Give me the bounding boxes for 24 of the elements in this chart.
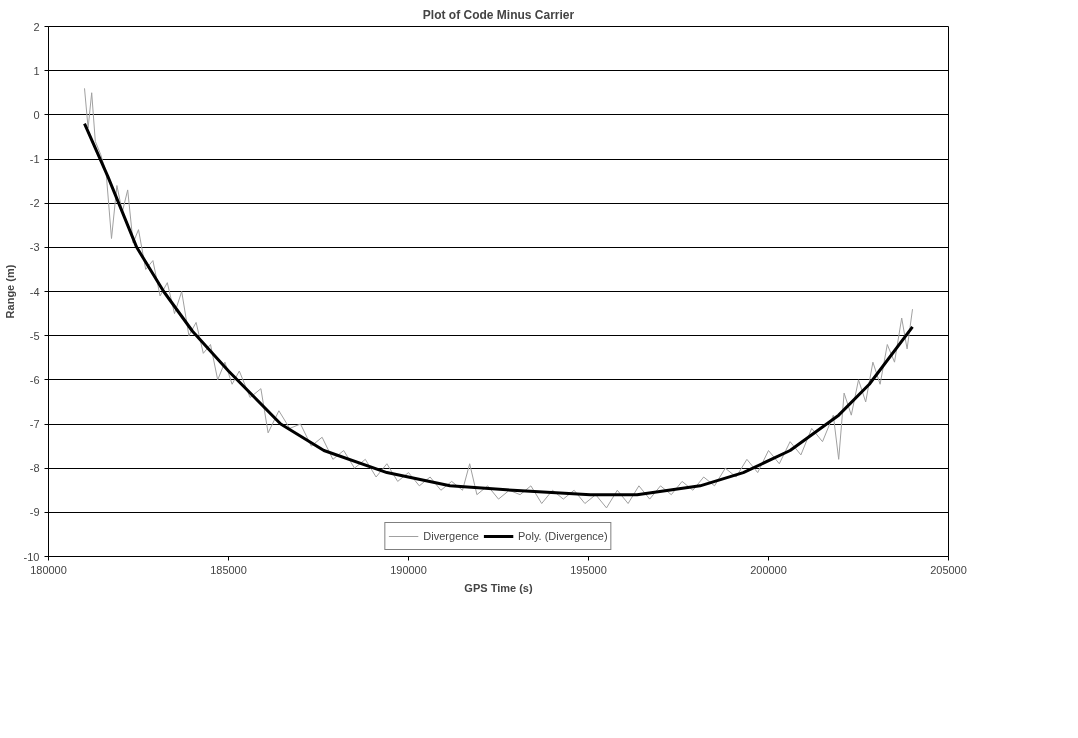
y-tick-label: -4 bbox=[29, 285, 40, 298]
y-tick-label: 1 bbox=[33, 64, 40, 77]
x-axis-title: GPS Time (s) bbox=[464, 581, 533, 594]
y-tick-label: -6 bbox=[29, 373, 40, 386]
legend-label: Poly. (Divergence) bbox=[517, 530, 608, 542]
x-tick-label: 190000 bbox=[390, 563, 427, 576]
y-tick-label: -7 bbox=[29, 418, 40, 430]
chart-title: Plot of Code Minus Carrier bbox=[422, 7, 575, 22]
x-tick-label: 180000 bbox=[30, 563, 67, 576]
y-tick-label: -5 bbox=[29, 329, 40, 342]
y-axis-title: Range (m) bbox=[3, 264, 16, 319]
y-tick-label: -1 bbox=[29, 153, 40, 165]
legend-label: Divergence bbox=[423, 530, 479, 542]
y-tick-label: -8 bbox=[29, 462, 40, 475]
x-tick-label: 200000 bbox=[750, 563, 787, 576]
y-tick-label: -2 bbox=[29, 197, 40, 210]
y-tick-label: 2 bbox=[33, 20, 40, 33]
x-tick-label: 185000 bbox=[210, 563, 247, 576]
y-tick-label: -3 bbox=[29, 241, 40, 254]
x-tick-label: 205000 bbox=[930, 563, 967, 576]
y-tick-label: 0 bbox=[33, 108, 40, 121]
y-tick-label: -9 bbox=[29, 506, 40, 519]
x-tick-label: 195000 bbox=[570, 563, 607, 576]
y-tick-label: -10 bbox=[23, 550, 40, 563]
